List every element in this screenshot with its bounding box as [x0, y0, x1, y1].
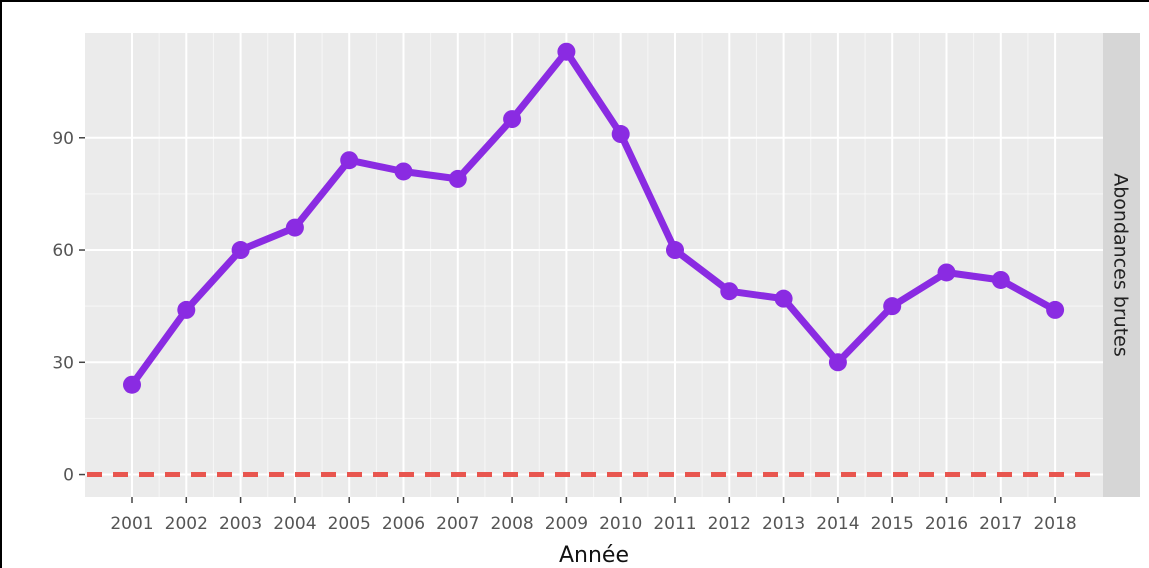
data-point [394, 162, 413, 181]
x-tick-label: 2010 [599, 514, 642, 534]
data-point [340, 151, 359, 170]
x-tick-label: 2011 [653, 514, 696, 534]
x-tick-label: 2014 [816, 514, 859, 534]
x-tick-label: 2001 [110, 514, 153, 534]
vertical-gridlines [131, 33, 1057, 497]
x-tick-label: 2006 [382, 514, 425, 534]
data-point [937, 263, 956, 282]
data-point [666, 241, 684, 260]
x-tick-label: 2005 [328, 514, 371, 534]
y-tick-label: 30 [52, 353, 74, 373]
data-point [503, 110, 522, 129]
y-tick-label: 90 [52, 129, 74, 149]
facet-strip [1103, 33, 1140, 497]
data-point [448, 169, 467, 188]
data-point [177, 300, 196, 319]
x-tick-label: 2012 [708, 514, 751, 534]
series-line [128, 48, 1059, 389]
x-tick-label: 2013 [762, 514, 805, 534]
x-tick-label: 2016 [925, 514, 968, 534]
data-points [123, 42, 1065, 394]
y-axis-ticks: 0 30 60 90 [52, 129, 85, 486]
x-tick-label: 2002 [165, 514, 208, 534]
y-tick-label: 0 [63, 466, 74, 486]
data-point [991, 270, 1010, 289]
x-tick-label: 2007 [436, 514, 479, 534]
data-point [1046, 300, 1065, 319]
x-tick-label: 2015 [871, 514, 914, 534]
data-point [828, 353, 847, 372]
y-tick-label: 60 [52, 241, 74, 261]
x-tick-label: 2017 [979, 514, 1022, 534]
data-point [285, 218, 304, 237]
data-point [611, 125, 630, 144]
data-point [774, 289, 793, 308]
data-point [123, 375, 141, 394]
x-axis-ticks: 2001 2002 2003 2004 2005 2006 2007 2008 2009 2010… [110, 497, 1077, 534]
data-point [883, 297, 902, 316]
x-tick-label: 2003 [219, 514, 262, 534]
data-point [720, 282, 739, 301]
x-axis-title: Année [559, 543, 629, 568]
data-point [557, 42, 576, 61]
x-tick-label: 2004 [273, 514, 316, 534]
data-point [231, 241, 250, 260]
x-tick-label: 2009 [545, 514, 588, 534]
x-tick-label: 2008 [490, 514, 533, 534]
facet-strip-label: Abondances brutes [1110, 173, 1132, 357]
x-tick-label: 2018 [1033, 514, 1076, 534]
